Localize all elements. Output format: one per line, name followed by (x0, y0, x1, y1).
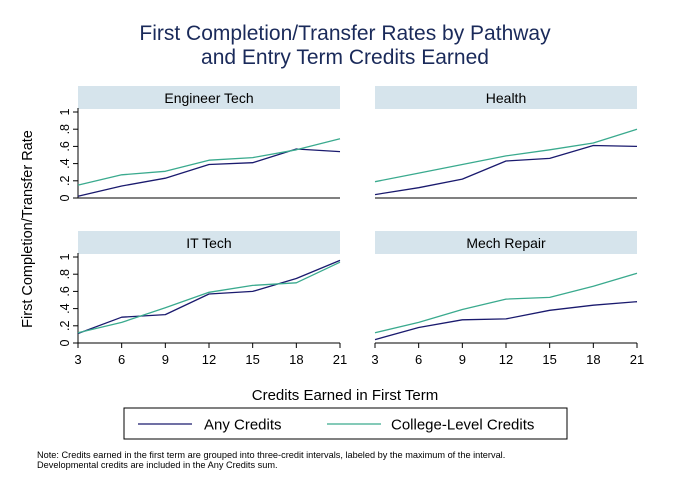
y-tick-label: 0 (58, 194, 72, 201)
panel-engineer-tech: Engineer Tech 0 .2 .4 .6 .8 1 (58, 86, 341, 201)
panel-strip-engineer-tech (78, 86, 340, 109)
panel-title-health: Health (486, 90, 526, 106)
series-line-any-credits-it-tech (77, 259, 341, 335)
series-line-college-level-credits-it-tech (77, 261, 341, 334)
series-line-any-credits-mech-repair (374, 301, 638, 341)
legend: Any Credits College-Level Credits (123, 407, 568, 440)
x-tick-label: 15 (245, 352, 259, 367)
y-tick-label: .4 (58, 303, 72, 313)
series-line-college-level-credits-engineer-tech (77, 138, 341, 186)
y-tick-label: 0 (58, 339, 72, 346)
y-axis-label: First Completion/Transfer Rate (20, 130, 36, 328)
x-tick-label: 12 (202, 352, 216, 367)
panel-mech-repair: Mech Repair (374, 231, 638, 344)
x-tick-label: 9 (162, 352, 169, 367)
series-line-any-credits-health (374, 144, 638, 196)
note-line-2: Developmental credits are included in th… (37, 460, 278, 470)
y-tick-label: 1 (58, 253, 72, 260)
panel-health: Health (374, 86, 638, 199)
y-tick-label: .2 (58, 321, 72, 331)
panel-title-mech-repair: Mech Repair (466, 235, 546, 251)
x-tick-label: 6 (415, 352, 422, 367)
chart-title-line-1: First Completion/Transfer Rates by Pathw… (139, 22, 551, 45)
x-axis-ticks: 3 6 9 12 15 18 21 3 6 9 12 15 18 21 (74, 343, 644, 367)
x-tick-label: 6 (118, 352, 125, 367)
x-tick-label: 18 (289, 352, 303, 367)
panel-title-it-tech: IT Tech (186, 235, 231, 251)
panel-strip-health (375, 86, 637, 109)
x-axis-label: Credits Earned in First Term (252, 387, 438, 404)
x-tick-label: 21 (630, 352, 644, 367)
x-tick-label: 15 (542, 352, 556, 367)
y-tick-label: .2 (58, 176, 72, 186)
y-tick-label: .4 (58, 158, 72, 168)
chart-title-line-2: and Entry Term Credits Earned (201, 46, 489, 69)
series-line-college-level-credits-mech-repair (374, 272, 638, 334)
legend-label-college-level-credits: College-Level Credits (391, 417, 534, 434)
legend-label-any-credits: Any Credits (204, 417, 282, 434)
panel-it-tech: IT Tech 0 .2 .4 .6 .8 1 (58, 231, 341, 346)
x-tick-label: 9 (459, 352, 466, 367)
series-line-college-level-credits-health (374, 128, 638, 183)
x-tick-label: 3 (74, 352, 81, 367)
note-line-1: Note: Credits earned in the first term a… (37, 450, 505, 460)
y-tick-label: .8 (58, 124, 72, 134)
x-tick-label: 18 (586, 352, 600, 367)
panel-title-engineer-tech: Engineer Tech (164, 90, 253, 106)
series-line-any-credits-engineer-tech (77, 148, 341, 197)
y-tick-label: .8 (58, 269, 72, 279)
panel-strip-mech-repair (375, 231, 637, 254)
panels-group: Engineer Tech 0 .2 .4 .6 .8 1 Health IT Tech 0 .2.… (58, 86, 638, 346)
y-tick-label: .6 (58, 141, 72, 151)
y-tick-label: .6 (58, 286, 72, 296)
y-tick-label: 1 (58, 108, 72, 115)
x-tick-label: 12 (499, 352, 513, 367)
panel-strip-it-tech (78, 231, 340, 254)
x-tick-label: 3 (371, 352, 378, 367)
x-tick-label: 21 (333, 352, 347, 367)
